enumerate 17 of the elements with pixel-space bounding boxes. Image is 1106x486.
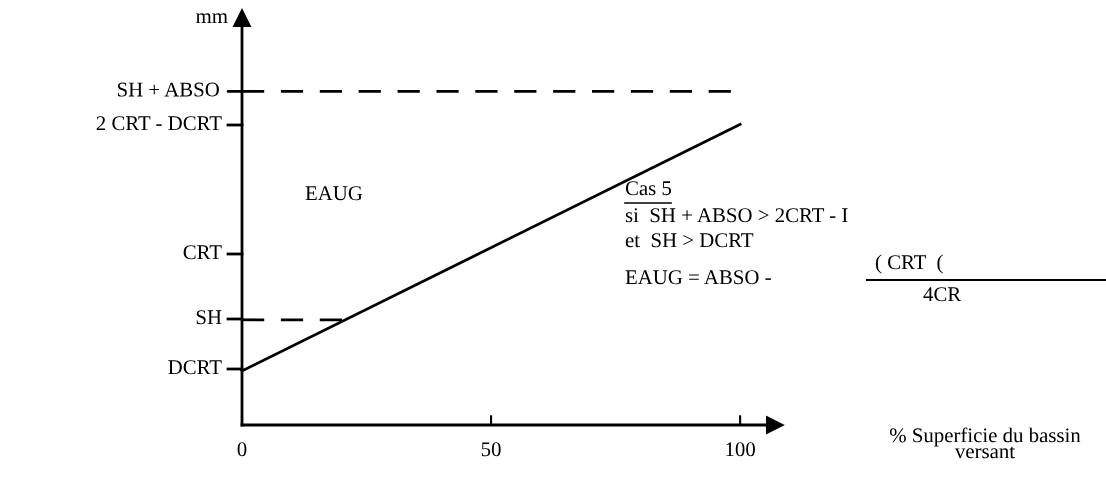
x-tick-label: 0 — [237, 442, 247, 457]
text: 2 CRT - DCRT — [96, 116, 222, 131]
annotation: EAUG — [305, 186, 363, 201]
annotation: et SH > DCRT — [625, 233, 754, 248]
text: SH — [196, 310, 222, 325]
text: DCRT — [168, 360, 222, 375]
text: 4CR — [923, 287, 962, 302]
text: CRT — [183, 245, 222, 260]
annotation: Cas 5 — [625, 181, 672, 196]
ref-line-label: SH + ABSO — [117, 82, 219, 97]
text: ( CRT ( — [875, 254, 943, 274]
x-tick-label: 50 — [481, 442, 501, 457]
y-axis-title: mm — [196, 13, 228, 24]
annotation: EAUG = ABSO - — [625, 270, 771, 285]
text: % Superficie du bassin versant — [889, 427, 1081, 459]
annotation: si SH + ABSO > 2CRT - I — [625, 208, 848, 223]
x-tick-label: 100 — [726, 442, 755, 457]
